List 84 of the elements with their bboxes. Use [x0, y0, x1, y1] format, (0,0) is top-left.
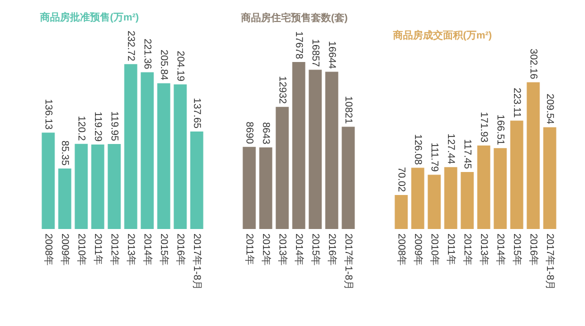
- data-label: 166.51: [494, 114, 506, 146]
- data-label: 127.44: [444, 134, 456, 165]
- data-label: 302.16: [527, 48, 538, 80]
- data-label: 10821: [342, 96, 354, 124]
- x-tick-label: 2016年: [326, 234, 338, 266]
- bar: [276, 106, 289, 229]
- bar: [444, 167, 458, 229]
- x-tick-label: 2015年: [309, 234, 322, 266]
- data-label: 117.45: [461, 139, 472, 170]
- data-label: 119.29: [92, 112, 103, 142]
- bar: [42, 132, 55, 229]
- x-tick-label: 2012年: [260, 234, 272, 266]
- data-label: 205.84: [158, 50, 169, 81]
- x-tick-label: 2011年: [243, 234, 256, 266]
- bar: [174, 84, 187, 229]
- bar: [543, 127, 556, 229]
- data-label: 136.13: [42, 98, 54, 130]
- bar: [342, 126, 355, 229]
- data-label: 16644: [326, 40, 337, 70]
- chart-title: 商品房成交面积(万m²): [392, 30, 492, 42]
- data-label: 12932: [276, 76, 288, 104]
- bar: [308, 70, 322, 229]
- bar: [477, 145, 490, 229]
- bar: [91, 144, 104, 229]
- x-tick-label: 2012年: [461, 234, 474, 266]
- bar: [411, 168, 424, 229]
- data-label: 204.19: [174, 50, 186, 82]
- x-tick-label: 2010年: [428, 234, 440, 266]
- x-tick-label: 2014年: [494, 234, 506, 266]
- x-tick-label: 2016年: [527, 234, 540, 266]
- data-label: 171.93: [478, 112, 489, 143]
- data-label: 137.65: [190, 98, 202, 129]
- x-tick-label: 2015年: [158, 234, 170, 266]
- x-tick-label: 2014年: [141, 234, 154, 266]
- x-tick-label: 2013年: [478, 234, 490, 266]
- bar: [157, 83, 170, 229]
- x-tick-label: 2015年: [510, 234, 523, 266]
- bar: [526, 82, 540, 229]
- bar: [108, 144, 121, 229]
- bar: [259, 147, 272, 229]
- data-label: 111.79: [428, 142, 440, 172]
- x-tick-label: 2008年: [42, 234, 54, 266]
- bar: [124, 64, 138, 229]
- x-tick-label: 2013年: [124, 234, 137, 266]
- x-tick-label: 2014年: [292, 234, 305, 266]
- x-tick-label: 2012年: [108, 234, 120, 266]
- x-tick-label: 2011年: [444, 234, 457, 266]
- data-label: 70.02: [395, 166, 406, 192]
- bar: [494, 148, 507, 229]
- bar: [394, 194, 408, 229]
- x-tick-label: 2017年1-8月: [544, 234, 556, 290]
- x-tick-label: 2010年: [75, 234, 88, 266]
- data-label: 17678: [292, 31, 304, 60]
- data-label: 8690: [243, 122, 254, 144]
- bar: [242, 146, 256, 229]
- bar: [58, 168, 72, 229]
- data-label: 232.72: [124, 30, 136, 62]
- data-label: 120.2: [75, 116, 86, 142]
- bar: [325, 72, 338, 229]
- data-label: 119.95: [108, 111, 120, 142]
- x-tick-label: 2011年: [92, 234, 104, 266]
- data-label: 221.36: [141, 38, 152, 70]
- data-label: 223.11: [510, 88, 522, 118]
- data-label: 85.35: [58, 140, 70, 166]
- bar: [140, 72, 154, 229]
- data-label: 8643: [260, 122, 271, 145]
- chart-title: 商品房住宅预售套数(套): [240, 12, 348, 24]
- bar: [428, 174, 441, 229]
- data-label: 16857: [309, 38, 320, 68]
- x-tick-label: 2017年1-8月: [190, 234, 203, 290]
- x-tick-label: 2009年: [58, 234, 71, 266]
- bar: [460, 172, 474, 229]
- bar: [510, 120, 524, 229]
- data-label: 126.08: [412, 134, 423, 166]
- x-tick-label: 2009年: [412, 234, 424, 266]
- x-tick-label: 2017年1-8月: [342, 234, 354, 290]
- x-tick-label: 2016年: [174, 234, 186, 266]
- data-label: 209.54: [544, 94, 555, 125]
- bar: [292, 62, 306, 229]
- x-tick-label: 2013年: [276, 234, 288, 266]
- bar: [190, 132, 204, 229]
- chart-title: 商品房批准预售(万m²): [39, 12, 139, 24]
- x-tick-label: 2008年: [395, 234, 408, 266]
- bar: [74, 144, 88, 229]
